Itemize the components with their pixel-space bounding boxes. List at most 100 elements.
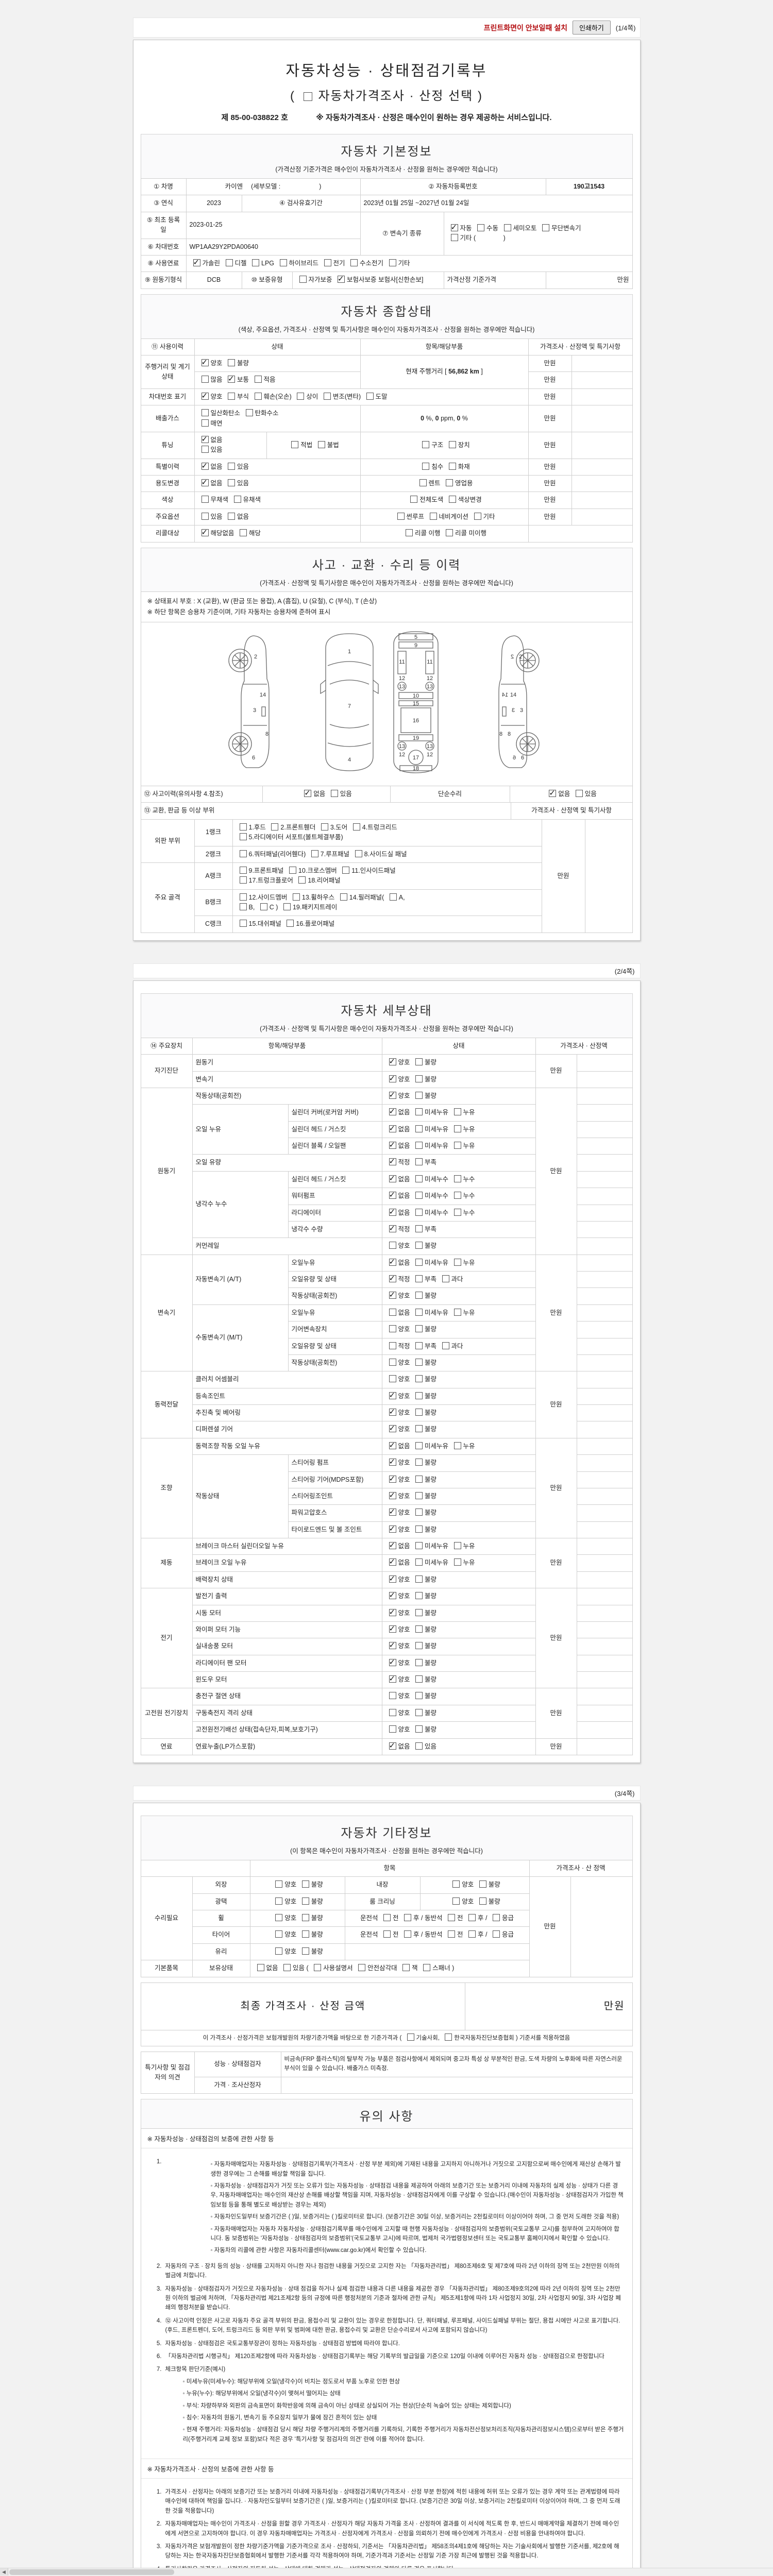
checkbox[interactable] — [389, 1489, 396, 1501]
checkbox-price-survey-select[interactable] — [303, 92, 312, 101]
checkbox[interactable] — [445, 2033, 452, 2041]
checkbox[interactable] — [479, 1880, 486, 1888]
checkbox[interactable] — [275, 1897, 283, 1905]
checkbox[interactable] — [453, 1108, 461, 1116]
checkbox[interactable] — [448, 496, 456, 503]
checkbox[interactable] — [383, 1914, 391, 1921]
checkbox[interactable] — [301, 1930, 309, 1938]
checkbox[interactable] — [453, 1208, 461, 1216]
checkbox[interactable] — [389, 1673, 396, 1685]
checkbox[interactable] — [342, 866, 350, 874]
checkbox[interactable] — [245, 409, 253, 417]
checkbox[interactable] — [228, 512, 235, 520]
checkbox[interactable] — [415, 1358, 423, 1366]
checkbox[interactable] — [404, 1930, 412, 1938]
checkbox[interactable] — [389, 1422, 396, 1435]
checkbox[interactable] — [422, 440, 430, 448]
checkbox[interactable] — [415, 1175, 423, 1182]
checkbox[interactable] — [389, 1623, 396, 1635]
checkbox[interactable] — [447, 1914, 455, 1921]
checkbox[interactable] — [389, 1342, 396, 1349]
checkbox[interactable] — [415, 1692, 423, 1700]
checkbox[interactable] — [228, 479, 235, 486]
checkbox[interactable] — [442, 1275, 449, 1282]
checkbox[interactable] — [453, 1192, 461, 1199]
checkbox[interactable] — [453, 1142, 461, 1149]
checkbox[interactable] — [575, 790, 583, 797]
checkbox[interactable] — [415, 1675, 423, 1683]
checkbox[interactable] — [415, 1475, 423, 1483]
checkbox[interactable] — [415, 1442, 423, 1449]
checkbox[interactable] — [419, 479, 427, 486]
checkbox[interactable] — [252, 259, 259, 266]
checkbox[interactable] — [415, 1459, 423, 1466]
checkbox[interactable] — [389, 1473, 396, 1485]
checkbox[interactable] — [366, 392, 374, 400]
checkbox[interactable] — [389, 1375, 396, 1383]
checkbox[interactable] — [304, 787, 312, 799]
checkbox[interactable] — [201, 357, 209, 368]
checkbox[interactable] — [389, 1439, 396, 1451]
checkbox[interactable] — [492, 1914, 500, 1921]
checkbox[interactable] — [239, 876, 247, 884]
checkbox[interactable] — [450, 234, 458, 242]
checkbox[interactable] — [549, 787, 557, 799]
checkbox[interactable] — [275, 1947, 283, 1955]
checkbox[interactable] — [298, 876, 306, 884]
checkbox[interactable] — [448, 440, 456, 448]
checkbox[interactable] — [389, 1173, 396, 1184]
checkbox[interactable] — [228, 359, 235, 366]
checkbox[interactable] — [415, 1325, 423, 1333]
checkbox[interactable] — [283, 1964, 291, 1972]
checkbox[interactable] — [389, 1656, 396, 1668]
checkbox[interactable] — [389, 1206, 396, 1218]
checkbox[interactable] — [446, 529, 453, 537]
install-notice-link[interactable]: 프린트화면이 안보일때 설치 — [483, 23, 567, 32]
checkbox[interactable] — [291, 440, 299, 448]
checkbox[interactable] — [389, 1406, 396, 1418]
checkbox[interactable] — [453, 1542, 461, 1549]
checkbox[interactable] — [415, 1575, 423, 1583]
checkbox[interactable] — [397, 512, 405, 520]
checkbox[interactable] — [389, 1456, 396, 1468]
checkbox[interactable] — [453, 1258, 461, 1266]
checkbox[interactable] — [201, 496, 209, 503]
checkbox[interactable] — [311, 850, 318, 857]
checkbox[interactable] — [314, 1964, 322, 1972]
checkbox[interactable] — [415, 1258, 423, 1266]
checkbox[interactable] — [477, 224, 484, 231]
checkbox[interactable] — [389, 1639, 396, 1652]
checkbox[interactable] — [338, 273, 345, 285]
checkbox[interactable] — [383, 1930, 391, 1938]
checkbox[interactable] — [271, 823, 279, 831]
checkbox[interactable] — [201, 446, 209, 453]
checkbox[interactable] — [389, 1223, 396, 1234]
checkbox[interactable] — [468, 1930, 476, 1938]
checkbox[interactable] — [201, 390, 209, 402]
checkbox[interactable] — [275, 1930, 283, 1938]
checkbox[interactable] — [452, 1880, 460, 1888]
checkbox[interactable] — [492, 1930, 500, 1938]
checkbox[interactable] — [389, 1073, 396, 1084]
checkbox[interactable] — [279, 259, 287, 266]
checkbox[interactable] — [352, 823, 360, 831]
checkbox[interactable] — [474, 512, 481, 520]
checkbox[interactable] — [415, 1142, 423, 1149]
checkbox[interactable] — [415, 1525, 423, 1533]
checkbox[interactable] — [340, 893, 347, 901]
checkbox[interactable] — [275, 1880, 283, 1888]
checkbox[interactable] — [254, 376, 262, 383]
checkbox[interactable] — [389, 1289, 396, 1301]
checkbox[interactable] — [301, 1880, 309, 1888]
checkbox[interactable] — [389, 1156, 396, 1168]
checkbox[interactable] — [330, 790, 338, 797]
checkbox[interactable] — [389, 1606, 396, 1618]
checkbox[interactable] — [239, 823, 247, 831]
checkbox[interactable] — [201, 512, 209, 520]
checkbox[interactable] — [415, 1375, 423, 1383]
checkbox[interactable] — [254, 392, 262, 400]
checkbox[interactable] — [275, 1914, 283, 1921]
checkbox[interactable] — [415, 1242, 423, 1249]
checkbox[interactable] — [453, 1442, 461, 1449]
checkbox[interactable] — [225, 259, 233, 266]
